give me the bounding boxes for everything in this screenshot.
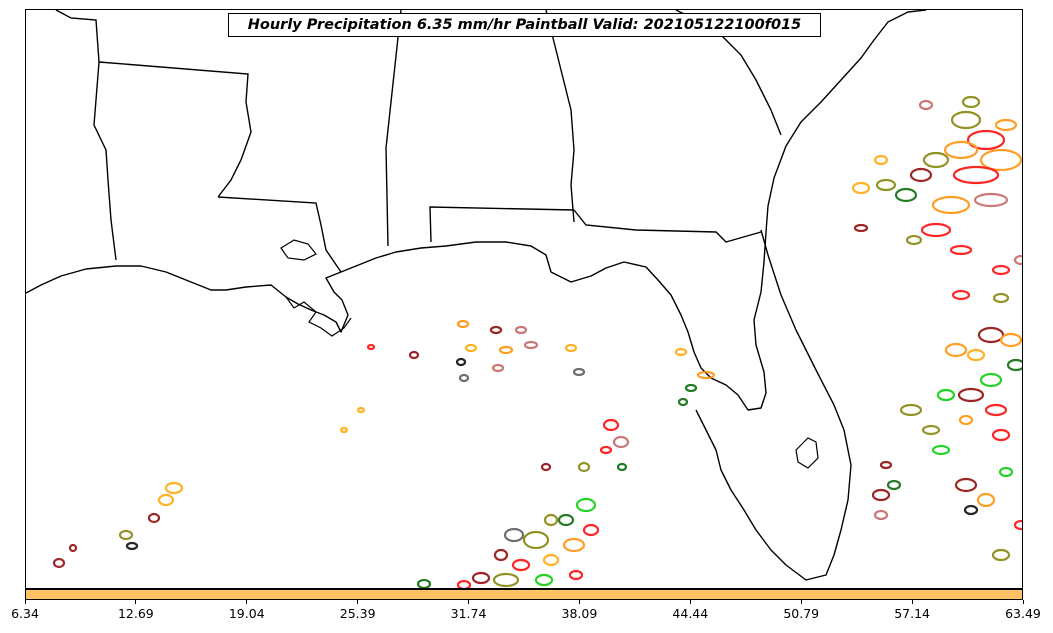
florida-coast <box>695 229 852 581</box>
colorbar-tick-mark <box>24 600 26 604</box>
colorbar-tick-mark <box>800 600 802 604</box>
colorbar-tick-label: 12.69 <box>117 606 154 621</box>
state-border-la-ms <box>217 196 342 273</box>
map-canvas <box>26 10 1022 588</box>
colorbar-tick-mark <box>911 600 913 604</box>
colorbar-tick-mark <box>135 600 137 604</box>
colorbar-tick-label: 57.14 <box>894 606 930 621</box>
colorbar-tick-label: 6.34 <box>11 606 39 621</box>
state-border-ga-fl <box>573 209 762 243</box>
colorbar-tick-label: 19.04 <box>228 606 265 621</box>
map-panel <box>25 9 1023 589</box>
state-border-al-fl <box>429 206 575 243</box>
colorbar-tick-mark <box>1022 600 1024 604</box>
state-border-la-ar <box>98 61 252 198</box>
map-title: Hourly Precipitation 6.35 mm/hr Paintbal… <box>228 13 821 37</box>
colorbar-tick-mark <box>578 600 580 604</box>
colorbar-tick-mark <box>468 600 470 604</box>
colorbar-tick-label: 31.74 <box>450 606 487 621</box>
colorbar-tick-label: 63.49 <box>1005 606 1041 621</box>
lake-pontchartrain <box>280 239 317 261</box>
precip-contours <box>52 95 1022 588</box>
colorbar <box>25 589 1023 600</box>
state-border-ms-al <box>385 10 402 247</box>
colorbar-tick-label: 25.39 <box>339 606 376 621</box>
colorbar-tick-label: 38.09 <box>561 606 598 621</box>
colorbar-tick-mark <box>246 600 248 604</box>
colorbar-tick-mark <box>357 600 359 604</box>
delta-coast <box>285 296 352 337</box>
state-border-la-tx <box>55 10 117 261</box>
colorbar-tick-label: 44.44 <box>672 606 709 621</box>
lake-okeechobee <box>795 437 819 469</box>
state-border-al-ga <box>545 10 575 223</box>
colorbar-tick-mark <box>689 600 691 604</box>
coastline <box>26 10 927 411</box>
colorbar-tick-label: 50.79 <box>783 606 820 621</box>
